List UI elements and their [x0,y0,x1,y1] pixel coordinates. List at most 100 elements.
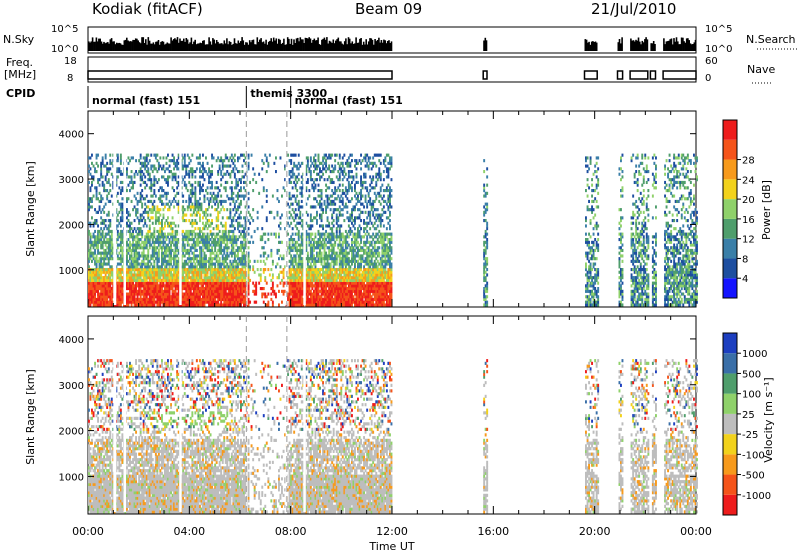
data-cell [331,270,334,274]
data-cell [129,295,131,299]
data-cell [270,292,273,296]
data-cell [145,232,148,236]
data-cell [220,172,223,176]
data-cell [306,265,309,269]
data-cell [205,289,207,293]
data-cell [183,303,186,307]
data-cell [92,284,95,288]
data-cell [247,273,250,277]
data-cell [230,243,233,247]
data-cell [176,300,179,304]
data-cell [129,265,131,269]
data-cell [107,276,110,280]
data-cell [317,297,320,302]
data-cell [165,156,168,160]
data-cell [313,238,315,242]
data-cell [107,248,110,253]
data-cell [215,159,218,163]
data-cell [244,224,247,228]
data-cell [139,232,142,236]
data-cell [305,229,308,234]
data-cell [136,276,139,280]
data-cell [130,262,133,266]
data-cell [214,240,217,244]
data-cell [271,273,274,277]
data-cell [127,281,130,285]
data-cell [148,238,151,242]
data-cell [294,268,297,272]
data-cell [130,281,133,285]
data-cell [162,243,165,247]
data-cell [296,221,299,225]
data-cell [148,270,151,274]
data-cell [229,276,232,280]
data-cell [89,300,92,304]
data-cell [130,292,133,296]
data-cell [203,292,206,296]
data-cell [157,161,160,165]
data-cell [162,189,165,193]
data-cell [203,194,206,198]
data-cell [235,259,238,263]
data-cell [182,254,185,258]
data-cell [154,276,157,280]
data-cell [240,295,242,299]
data-cell [328,164,331,168]
data-cell [309,270,312,274]
data-cell [142,197,145,201]
data-cell [106,292,109,296]
data-cell [95,297,98,302]
data-cell [233,205,236,209]
data-cell [168,284,171,288]
data-cell [91,297,93,302]
data-cell [202,183,204,187]
data-cell [247,227,250,231]
data-cell [325,262,328,266]
data-cell [208,219,211,223]
noise-bar [189,42,191,51]
data-cell [129,276,131,280]
data-cell [220,170,223,174]
data-cell [308,235,311,239]
data-cell [278,248,280,253]
data-cell [148,208,151,212]
data-cell [95,265,98,269]
data-cell [167,268,169,272]
noise-bar [261,42,264,51]
data-cell [322,208,325,212]
data-cell [168,281,171,285]
data-cell [320,257,323,261]
data-cell [282,292,285,296]
data-cell [320,281,323,285]
data-cell [247,287,250,291]
data-cell [177,257,180,261]
data-cell [313,303,315,307]
data-cell [317,273,320,277]
data-cell [138,278,141,283]
data-cell [142,251,145,255]
data-cell [162,303,165,307]
data-cell [141,297,144,302]
data-cell [185,232,188,236]
data-cell [241,259,244,263]
data-cell [159,295,162,299]
data-cell [185,172,188,176]
data-cell [185,259,188,263]
data-cell [323,297,326,302]
data-cell [109,221,112,225]
data-cell [325,153,328,157]
data-cell [171,153,174,157]
data-cell [314,178,317,182]
data-cell [247,268,250,272]
noise-bar [190,37,193,51]
data-cell [230,191,233,195]
data-cell [141,270,144,274]
data-cell [202,172,204,176]
data-cell [244,235,247,239]
data-cell [273,292,276,296]
data-cell [106,281,109,285]
data-cell [141,202,144,206]
data-cell [247,246,250,250]
data-cell [224,265,227,269]
data-cell [171,199,174,204]
